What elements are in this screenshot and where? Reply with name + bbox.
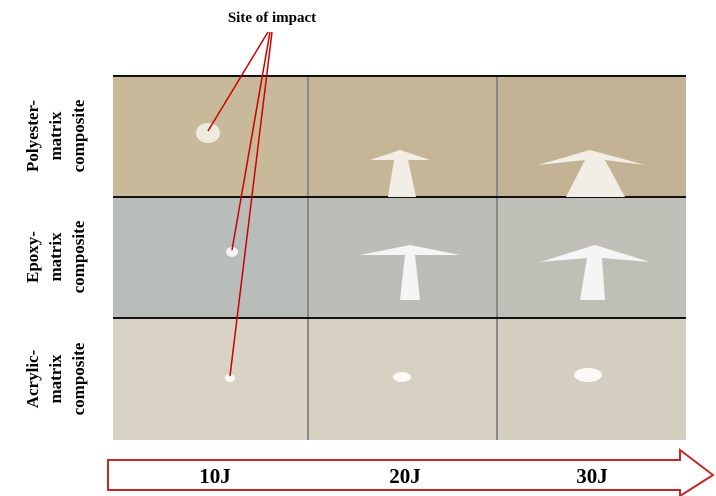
column-label: 10J [199, 464, 231, 488]
row-label: Polyester- [23, 100, 42, 172]
row-label: Epoxy- [23, 231, 42, 283]
row-label: composite [69, 99, 88, 172]
row-label: Acrylic- [23, 349, 42, 408]
row-label: composite [69, 342, 88, 415]
row-label: matrix [46, 354, 65, 404]
row-label: matrix [46, 111, 65, 161]
figure: Site of impact Polyester-matrixcomposit [0, 0, 716, 496]
row-label: matrix [46, 232, 65, 282]
photo-grid [113, 76, 686, 440]
column-label: 20J [389, 464, 421, 488]
column-label: 30J [576, 464, 608, 488]
row-label: composite [69, 220, 88, 293]
annotation: Site of impact [228, 10, 316, 26]
